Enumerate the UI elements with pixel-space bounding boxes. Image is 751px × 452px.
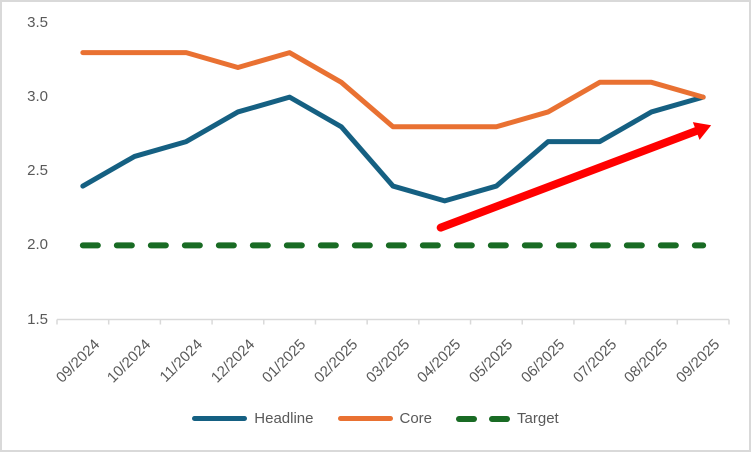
target-dash-icon — [456, 415, 478, 422]
y-tick-label: 2.5 — [27, 162, 48, 180]
y-tick-label: 1.5 — [27, 310, 48, 328]
core-line-swatch — [337, 416, 393, 421]
legend-label-target: Target — [517, 410, 559, 427]
target-dash-icon — [489, 415, 511, 422]
headline-line[interactable] — [80, 94, 706, 204]
series-lines[interactable] — [79, 50, 707, 249]
y-tick-label: 3.5 — [27, 14, 48, 31]
legend-item-core[interactable]: Core — [337, 410, 433, 427]
target-line-swatch — [456, 415, 511, 422]
legend-item-target[interactable]: Target — [456, 410, 559, 427]
core-line[interactable] — [80, 50, 706, 130]
headline-line-swatch — [192, 416, 248, 421]
y-tick-label: 2.0 — [27, 236, 48, 254]
legend: Headline Core Target — [2, 410, 749, 427]
x-axis — [56, 318, 730, 325]
trend-arrow-shaft[interactable] — [436, 126, 701, 232]
y-tick-label: 3.0 — [27, 88, 48, 106]
legend-label-core: Core — [399, 410, 433, 427]
legend-label-headline: Headline — [254, 410, 314, 427]
legend-item-headline[interactable]: Headline — [192, 410, 314, 427]
trend-arrow-head-icon — [692, 122, 712, 140]
trend-arrow-annotation[interactable] — [436, 122, 712, 232]
